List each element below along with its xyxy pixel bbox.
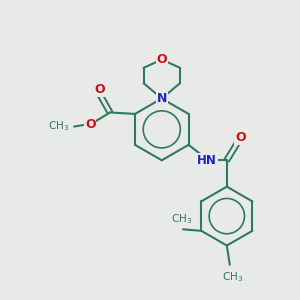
Text: methyl: methyl <box>63 126 68 127</box>
Text: O: O <box>94 83 105 96</box>
Text: O: O <box>157 53 167 66</box>
Text: N: N <box>157 92 167 105</box>
Text: O: O <box>235 131 246 144</box>
Text: CH$_3$: CH$_3$ <box>171 212 192 226</box>
Text: HN: HN <box>197 154 217 167</box>
Text: O: O <box>85 118 96 131</box>
Text: CH$_3$: CH$_3$ <box>47 120 69 134</box>
Text: CH$_3$: CH$_3$ <box>222 270 243 284</box>
